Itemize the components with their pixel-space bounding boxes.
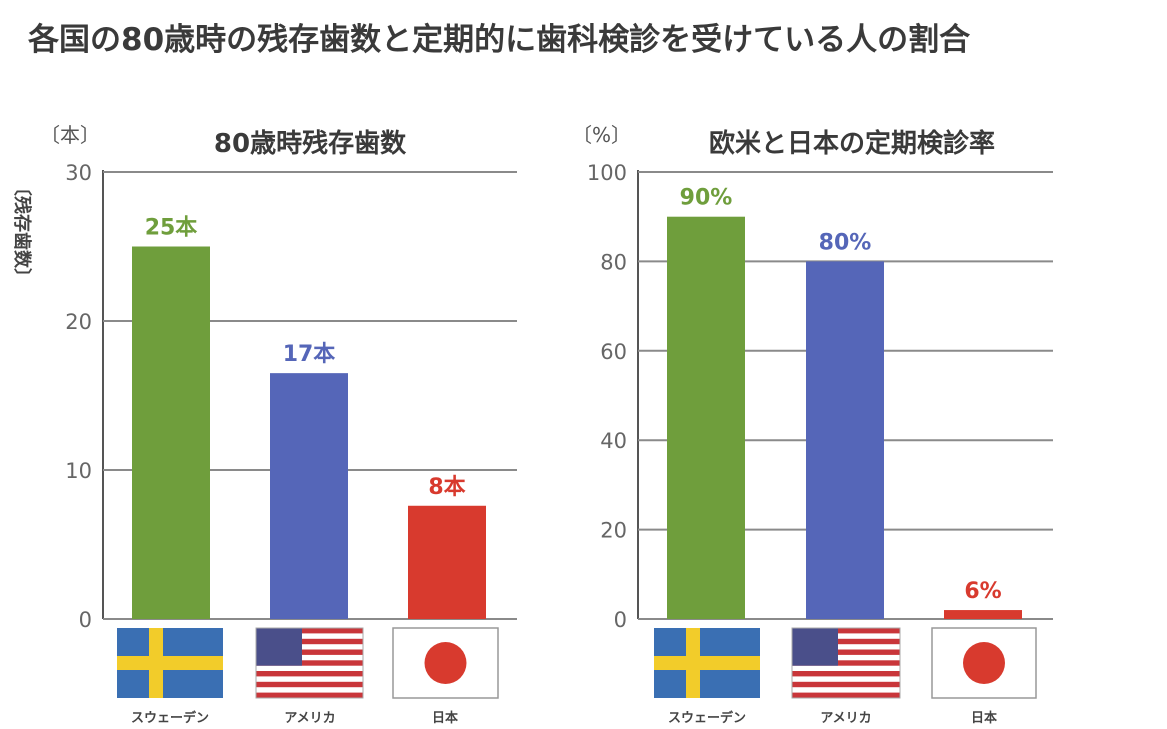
- right-y-tick-label: 0: [614, 608, 627, 632]
- left-data-label-2: 17本: [283, 342, 336, 367]
- usa-flag: [255, 627, 364, 699]
- left-y-tick-label: 20: [65, 310, 92, 334]
- japan-flag: [392, 627, 499, 699]
- japan-flag: [931, 627, 1037, 699]
- right-chart: 〔%〕 欧米と日本の定期検診率 0 20 40 60 80 100 90% 80% 6%: [572, 123, 1053, 632]
- right-bar-1: [667, 216, 745, 619]
- left-y-axis-label: 〔残存歯数〕: [11, 178, 33, 286]
- right-y-tick-label: 100: [587, 161, 627, 185]
- usa-flag: [791, 627, 901, 699]
- right-category-label: スウェーデン: [668, 710, 746, 726]
- sweden-flag: [654, 628, 760, 698]
- left-bar-3: [408, 505, 486, 619]
- right-y-tick-label: 20: [600, 519, 627, 543]
- left-bar-1: [132, 246, 210, 619]
- left-y-tick-label: 0: [79, 608, 92, 632]
- left-bar-2: [270, 373, 348, 619]
- main-title: 各国の80歳時の残存歯数と定期的に歯科検診を受けている人の割合: [28, 22, 971, 58]
- left-data-label-3: 8本: [428, 475, 465, 500]
- right-data-label-2: 80%: [819, 230, 872, 255]
- left-category-label: アメリカ: [284, 711, 335, 726]
- left-flags: [117, 627, 499, 699]
- right-category-label: 日本: [971, 710, 997, 726]
- right-y-tick-label: 40: [600, 429, 627, 453]
- left-y-tick-label: 30: [65, 161, 92, 185]
- right-data-label-1: 90%: [680, 186, 733, 211]
- right-data-label-3: 6%: [964, 579, 1001, 604]
- sweden-flag: [117, 628, 223, 698]
- right-flags: [654, 627, 1037, 699]
- right-y-tick-label: 80: [600, 250, 627, 274]
- left-y-tick-label: 10: [65, 459, 92, 483]
- right-unit-label: 〔%〕: [572, 123, 631, 147]
- right-y-tick-label: 60: [600, 340, 627, 364]
- right-category-label: アメリカ: [820, 711, 871, 726]
- right-bar-2: [806, 261, 884, 619]
- right-bar-3: [944, 610, 1022, 619]
- left-unit-label: 〔本〕: [40, 123, 100, 147]
- left-data-label-1: 25本: [145, 216, 198, 241]
- left-category-label: スウェーデン: [131, 710, 209, 726]
- left-category-label: 日本: [432, 710, 458, 726]
- left-chart: 〔本〕 80歳時残存歯数 〔残存歯数〕 0 10 20 30 25本 17本 8本: [11, 123, 517, 632]
- right-chart-title: 欧米と日本の定期検診率: [709, 128, 995, 159]
- left-chart-title: 80歳時残存歯数: [214, 129, 407, 159]
